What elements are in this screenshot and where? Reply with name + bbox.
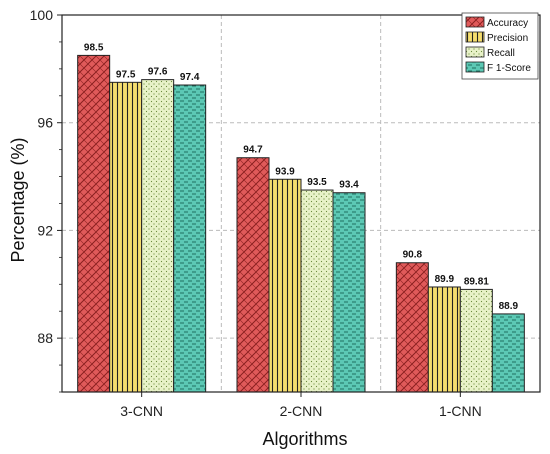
data-label: 94.7 xyxy=(243,145,263,156)
x-tick-label: 2-CNN xyxy=(280,403,323,419)
data-label: 89.81 xyxy=(464,276,489,287)
data-label: 88.9 xyxy=(499,301,519,312)
y-tick-label: 92 xyxy=(37,222,53,238)
legend-entry: Precision xyxy=(487,33,528,44)
bar-precision-2-cnn xyxy=(268,178,302,393)
data-label: 90.8 xyxy=(403,250,423,261)
bar-accuracy-3-cnn xyxy=(77,54,111,393)
legend-swatch xyxy=(465,61,485,73)
legend-swatch xyxy=(465,46,485,58)
legend-entry: Recall xyxy=(487,48,515,59)
bar-recall-3-cnn xyxy=(141,79,175,393)
bar-f-1-score-3-cnn xyxy=(173,84,207,393)
bar-recall-2-cnn xyxy=(300,189,334,393)
y-tick-label: 96 xyxy=(37,115,53,131)
bar-precision-3-cnn xyxy=(109,81,143,393)
x-axis-title: Algorithms xyxy=(262,429,347,449)
axes: 88 92 96 100 3-CNN 2-CNN 1-CNN xyxy=(30,7,541,419)
bar-recall-1-cnn xyxy=(459,288,493,393)
bar-accuracy-1-cnn xyxy=(395,262,429,393)
bar-accuracy-2-cnn xyxy=(236,157,270,393)
x-tick-label: 1-CNN xyxy=(439,403,482,419)
x-tick-label: 3-CNN xyxy=(120,403,163,419)
legend: Accuracy Precision Recall F 1-Score xyxy=(461,12,539,80)
data-label: 93.4 xyxy=(339,180,359,191)
bar-f-1-score-1-cnn xyxy=(491,313,525,393)
y-tick-label: 88 xyxy=(37,330,53,346)
data-label: 93.9 xyxy=(275,166,295,177)
bar-f-1-score-2-cnn xyxy=(332,192,366,393)
data-labels: 98.5 97.5 97.6 97.4 94.7 93.9 93.5 93.4 90.8 89.9… xyxy=(84,42,519,312)
data-label: 89.9 xyxy=(435,274,455,285)
y-axis-title: Percentage (%) xyxy=(8,137,28,262)
legend-entry: F 1-Score xyxy=(487,63,531,74)
data-label: 98.5 xyxy=(84,42,104,53)
bars xyxy=(77,54,525,393)
legend-swatch xyxy=(465,31,485,43)
legend-entry: Accuracy xyxy=(487,18,528,29)
bar-precision-1-cnn xyxy=(427,286,461,393)
data-label: 97.5 xyxy=(116,69,136,80)
y-tick-label: 100 xyxy=(30,7,54,23)
data-label: 97.6 xyxy=(148,67,168,78)
data-label: 97.4 xyxy=(180,72,200,83)
legend-swatch xyxy=(465,16,485,28)
data-label: 93.5 xyxy=(307,177,327,188)
